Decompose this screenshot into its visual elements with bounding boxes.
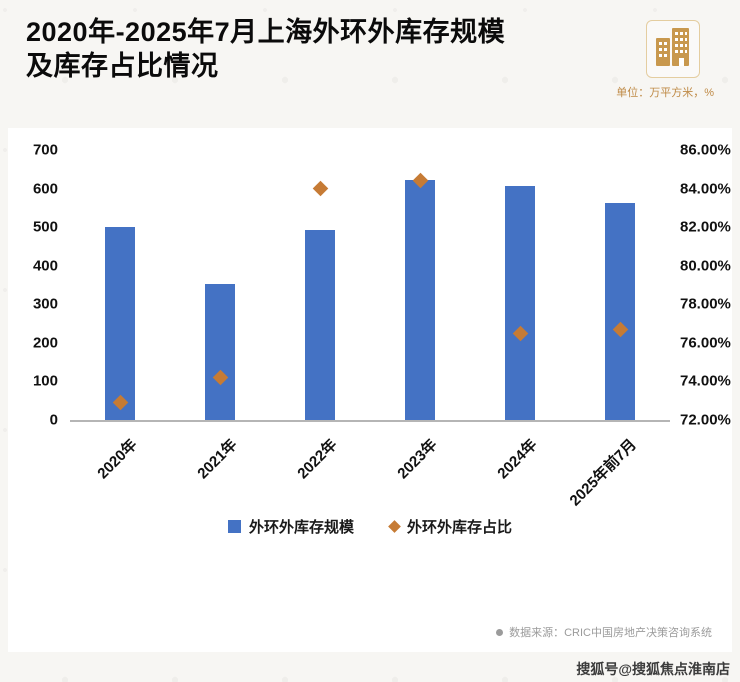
x-tick-label: 2022年 <box>293 436 341 483</box>
diamond-marker-2022年 <box>312 180 328 197</box>
x-tick-label: 2025年前7月 <box>566 436 641 510</box>
bar-2020年 <box>105 227 135 420</box>
y-left-tick-label: 400 <box>32 257 58 275</box>
legend-label: 外环外库存规模 <box>248 519 354 536</box>
page-title-line1: 2020年-2025年7月上海外环外库存规模 <box>26 17 506 47</box>
x-tick-label: 2021年 <box>193 436 241 483</box>
x-tick-label: 2023年 <box>393 436 441 483</box>
y-right-tick-label: 76.00% <box>680 334 731 352</box>
data-source: 数据来源：CRIC中国房地产决策咨询系统 <box>496 624 712 640</box>
legend-item-1: 外环外库存占比 <box>388 516 513 537</box>
bar-2021年 <box>205 284 235 420</box>
y-left-tick-label: 200 <box>32 334 58 352</box>
data-source-text: 数据来源：CRIC中国房地产决策咨询系统 <box>509 627 712 639</box>
watermark-text: 搜狐号@搜狐焦点淮南店 <box>576 661 730 677</box>
y-left-tick-label: 100 <box>32 372 58 390</box>
bullet-icon <box>496 628 504 636</box>
y-left-tick-label: 700 <box>32 141 58 159</box>
y-axis-right: 72.00% 74.00% 76.00% 78.00% 80.00% 82.00% 84.0… <box>676 142 740 429</box>
header: 2020年-2025年7月上海外环外库存规模 及库存占比情况 <box>26 16 586 84</box>
building-icon <box>654 26 692 73</box>
y-left-tick-label: 0 <box>49 411 58 429</box>
y-right-tick-label: 74.00% <box>680 372 731 390</box>
x-axis-labels: 2020年 2021年 2022年 2023年 2024年 2025年前7月 <box>70 424 670 519</box>
legend: 外环外库存规模 外环外库存占比 <box>8 516 732 537</box>
y-right-tick-label: 78.00% <box>680 295 731 313</box>
bar-2022年 <box>305 230 335 420</box>
y-right-tick-label: 84.00% <box>680 180 731 198</box>
page-title: 2020年-2025年7月上海外环外库存规模 及库存占比情况 <box>26 16 586 84</box>
legend-item-0: 外环外库存规模 <box>227 516 354 537</box>
bar-2025年前7月 <box>605 203 635 420</box>
square-marker-icon <box>227 520 241 533</box>
page-title-line2: 及库存占比情况 <box>26 50 219 81</box>
y-right-tick-label: 82.00% <box>680 218 731 236</box>
bar-2023年 <box>405 180 435 420</box>
brand-logo-box <box>646 20 700 78</box>
y-axis-left: 0 100 200 300 400 500 600 700 <box>8 142 62 429</box>
chart-panel: 0 100 200 300 400 500 600 700 72.00% 74.00% 76.00… <box>8 128 732 652</box>
x-tick-label: 2020年 <box>93 436 141 483</box>
y-right-tick-label: 86.00% <box>680 141 731 159</box>
diamond-marker-icon <box>388 520 401 533</box>
unit-label: 单位：万平方米，% <box>616 87 714 99</box>
bar-2024年 <box>505 185 535 420</box>
legend-label: 外环外库存占比 <box>407 519 513 536</box>
y-right-tick-label: 80.00% <box>680 257 731 275</box>
chart-area: 0 100 200 300 400 500 600 700 72.00% 74.00% 76.00… <box>8 142 732 510</box>
y-left-tick-label: 600 <box>32 180 58 198</box>
y-left-tick-label: 500 <box>32 218 58 236</box>
plot-area <box>70 150 670 422</box>
x-tick-label: 2024年 <box>493 436 541 483</box>
y-right-tick-label: 72.00% <box>680 411 731 429</box>
y-left-tick-label: 300 <box>32 295 58 313</box>
